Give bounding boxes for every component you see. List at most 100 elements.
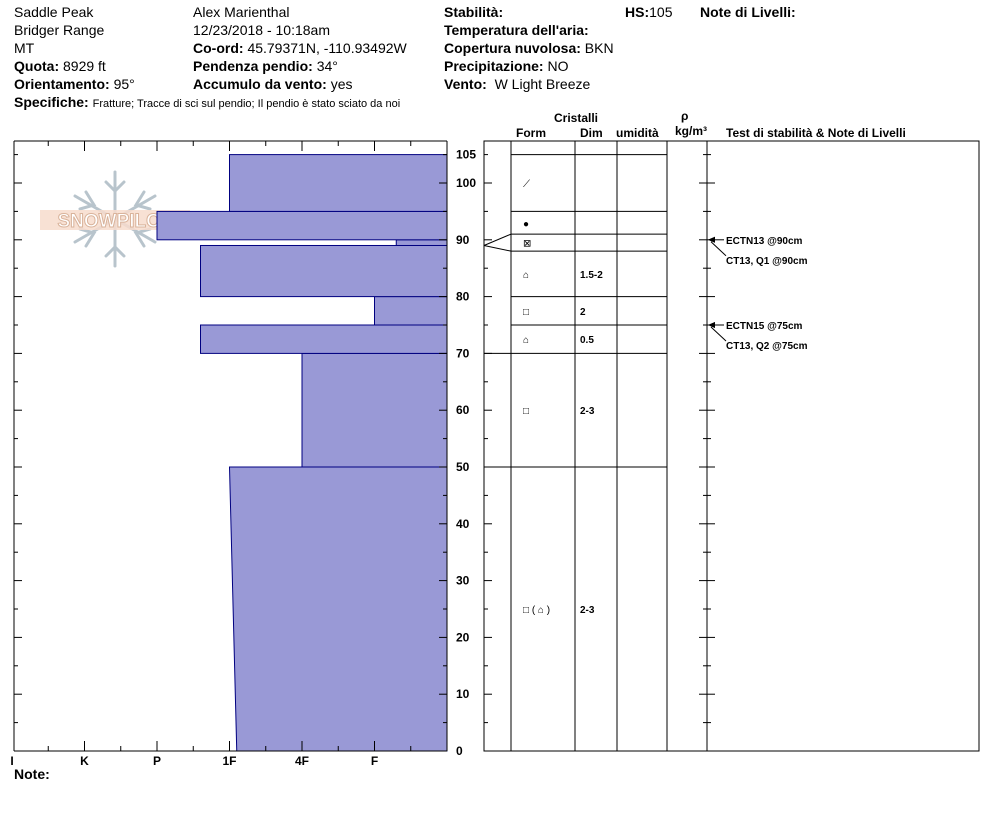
logo-text: SNOWPILOT — [57, 211, 172, 232]
density-unit-header: kg/m³ — [675, 124, 708, 138]
slope-angle: Pendenza pendio: 34° — [193, 58, 338, 75]
crystals-header: Cristalli — [554, 111, 599, 125]
layer-notes-label: Note di Livelli: — [700, 4, 796, 20]
wind-loading: Accumulo da vento: yes — [193, 76, 352, 93]
notes-label: Note: — [14, 766, 50, 782]
hardness-bar — [228, 466, 448, 752]
grain-size: 2-3 — [580, 406, 595, 417]
size-header: Dim — [580, 126, 603, 140]
wind-loading-label: Accumulo da vento: — [193, 76, 327, 92]
elevation-value: 8929 ft — [63, 58, 106, 74]
hardness-bar — [374, 296, 448, 326]
slope-label: Pendenza pendio: — [193, 58, 313, 74]
specifics: Specifiche: Fratture; Tracce di sci sul … — [14, 94, 400, 113]
hardness-bar — [395, 239, 448, 246]
hardness-tick-label: 4F — [295, 754, 309, 768]
hardness-tick-label: 1F — [222, 754, 236, 768]
depth-label: 90 — [456, 233, 470, 247]
grain-form: ● — [523, 219, 529, 230]
depth-label: 70 — [456, 346, 470, 360]
elevation: Quota: 8929 ft — [14, 58, 106, 75]
grain-form: ⊠ — [523, 239, 531, 250]
depth-label: 60 — [456, 403, 470, 417]
cloud-label: Copertura nuvolosa: — [444, 40, 581, 56]
grain-form: □ — [523, 406, 529, 417]
depth-label: 30 — [456, 574, 470, 588]
depth-label: 100 — [456, 176, 476, 190]
grain-size: 1.5-2 — [580, 270, 603, 281]
cloud-value: BKN — [584, 40, 614, 56]
rho-header: ρ — [681, 109, 689, 123]
stability-label: Stabilità: — [444, 4, 504, 20]
hardness-bar — [200, 244, 448, 298]
test-arrow — [710, 241, 727, 257]
state-name: MT — [14, 40, 35, 56]
slope-value: 34° — [316, 58, 338, 74]
moisture-header: umidità — [616, 126, 659, 140]
hardness-bar — [301, 352, 448, 468]
grain-form: ⌂ — [523, 335, 529, 346]
observer-name: Alex Marienthal — [193, 4, 290, 20]
grain-size: 0.5 — [580, 335, 594, 346]
coordinates: Co-ord: 45.79371N, -110.93492W — [193, 40, 407, 57]
wind: Vento: W Light Breeze — [444, 76, 590, 93]
test-arrow — [710, 326, 727, 342]
grain-form: ⟋ — [523, 179, 530, 190]
hs-value: 105 — [649, 4, 673, 20]
depth-label: 20 — [456, 630, 470, 644]
range-name: Bridger Range — [14, 22, 105, 38]
aspect: Orientamento: 95° — [14, 76, 135, 93]
snow-height: HS:105 — [625, 4, 672, 21]
precip-value: NO — [547, 58, 569, 74]
specifics-value: Fratture; Tracce di sci sul pendio; Il p… — [92, 98, 401, 110]
depth-label: 40 — [456, 517, 470, 531]
wind-label: Vento: — [444, 76, 487, 92]
specifics-label: Specifiche: — [14, 94, 89, 110]
layer-map-line — [483, 244, 512, 252]
hs-label: HS: — [625, 4, 650, 20]
stability-test: ECTN13 @90cm — [726, 236, 803, 247]
form-header: Form — [516, 126, 546, 140]
grain-form: □ — [523, 307, 529, 318]
depth-label: 80 — [456, 290, 470, 304]
precip-label: Precipitazione: — [444, 58, 544, 74]
layer-map-line — [483, 233, 512, 246]
arrow-head — [708, 236, 715, 243]
stability-test: ECTN15 @75cm — [726, 321, 803, 332]
hardness-tick-label: F — [371, 754, 378, 768]
air-temp-label: Temperatura dell'aria: — [444, 22, 589, 38]
hardness-tick-label: K — [80, 754, 89, 768]
precipitation: Precipitazione: NO — [444, 58, 568, 75]
grain-size: 2 — [580, 307, 586, 318]
coords-value: 45.79371N, -110.93492W — [247, 40, 407, 56]
grain-form: □ ( ⌂ ) — [523, 605, 550, 616]
arrow-head — [708, 322, 715, 328]
depth-label: 0 — [456, 744, 463, 758]
wind-loading-value: yes — [330, 76, 353, 92]
logo-band — [40, 210, 190, 230]
observation-datetime: 12/23/2018 - 10:18am — [193, 22, 330, 38]
grain-form: ⌂ — [523, 270, 529, 281]
wind-value: W Light Breeze — [494, 76, 591, 92]
location-name: Saddle Peak — [14, 4, 94, 20]
layer-table-frame — [483, 140, 980, 752]
snowpilot-logo: SNOWPILOT — [40, 170, 190, 268]
hardness-bar — [229, 154, 448, 212]
cloud-cover: Copertura nuvolosa: BKN — [444, 40, 614, 57]
hardness-tick-label: I — [10, 754, 13, 768]
coords-label: Co-ord: — [193, 40, 244, 56]
depth-label: 50 — [456, 460, 470, 474]
elevation-label: Quota: — [14, 58, 60, 74]
hardness-bar — [200, 324, 448, 354]
grain-size: 2-3 — [580, 605, 595, 616]
tests-header: Test di stabilità & Note di Livelli — [726, 126, 906, 140]
aspect-label: Orientamento: — [14, 76, 110, 92]
stability-test: CT13, Q1 @90cm — [726, 256, 808, 267]
depth-label: 10 — [456, 687, 470, 701]
depth-label: 105 — [456, 148, 476, 162]
aspect-value: 95° — [113, 76, 135, 92]
hardness-bar — [156, 210, 448, 241]
hardness-tick-label: P — [153, 754, 161, 768]
stability-test: CT13, Q2 @75cm — [726, 341, 808, 352]
